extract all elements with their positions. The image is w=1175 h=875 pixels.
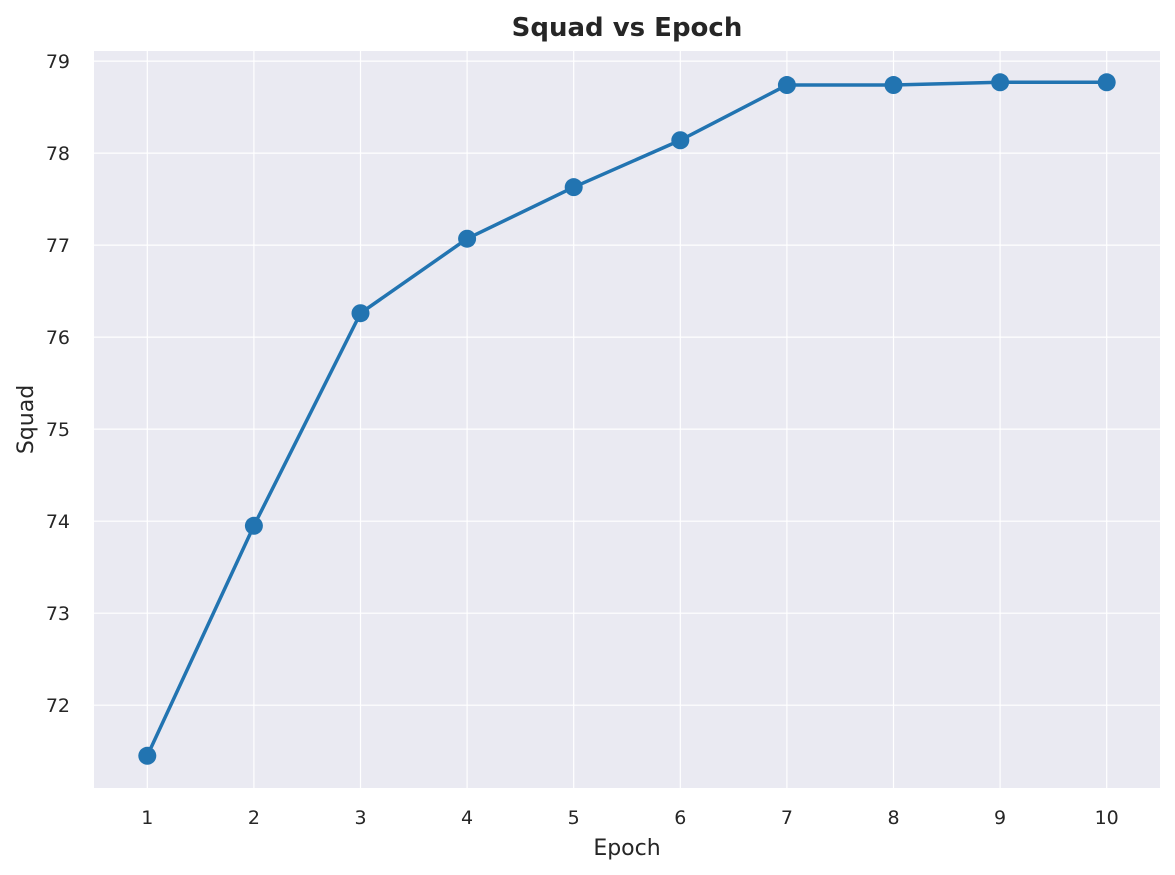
data-point-2 bbox=[244, 516, 263, 535]
x-tick-label-9: 9 bbox=[994, 807, 1006, 829]
x-tick-label-5: 5 bbox=[568, 807, 580, 829]
y-tick-labels: 72 73 74 75 76 77 78 79 bbox=[46, 51, 70, 717]
plot-area bbox=[94, 51, 1160, 788]
y-tick-label-4: 75 bbox=[46, 419, 70, 441]
grid-lines bbox=[94, 51, 1160, 788]
y-tick-label-5: 76 bbox=[46, 327, 70, 349]
data-point-6 bbox=[671, 131, 690, 150]
data-point-1 bbox=[138, 746, 157, 765]
y-tick-label-3: 74 bbox=[46, 511, 70, 533]
series-layer bbox=[138, 73, 1116, 765]
y-tick-label-7: 78 bbox=[46, 143, 70, 165]
x-tick-label-10: 10 bbox=[1095, 807, 1119, 829]
x-tick-label-6: 6 bbox=[674, 807, 686, 829]
data-point-7 bbox=[777, 76, 796, 95]
data-point-8 bbox=[884, 76, 903, 95]
series-line-1 bbox=[145, 80, 1109, 758]
x-tick-label-3: 3 bbox=[354, 807, 366, 829]
data-point-4 bbox=[458, 229, 477, 248]
y-axis-label: Squad bbox=[14, 385, 39, 454]
x-axis-label: Epoch bbox=[593, 836, 660, 861]
data-point-9 bbox=[991, 73, 1010, 92]
chart-title: Squad vs Epoch bbox=[512, 13, 743, 43]
x-tick-label-8: 8 bbox=[887, 807, 899, 829]
x-tick-label-2: 2 bbox=[248, 807, 260, 829]
data-point-10 bbox=[1097, 73, 1116, 92]
data-point-5 bbox=[564, 178, 583, 197]
x-tick-label-1: 1 bbox=[141, 807, 153, 829]
y-tick-label-2: 73 bbox=[46, 603, 70, 625]
y-tick-label-1: 72 bbox=[46, 695, 70, 717]
y-tick-label-6: 77 bbox=[46, 235, 70, 257]
data-point-3 bbox=[351, 304, 370, 323]
x-tick-label-7: 7 bbox=[781, 807, 793, 829]
x-tick-label-4: 4 bbox=[461, 807, 473, 829]
y-tick-label-8: 79 bbox=[46, 51, 70, 73]
x-tick-labels: 1 2 3 4 5 6 7 8 9 10 bbox=[141, 807, 1119, 829]
